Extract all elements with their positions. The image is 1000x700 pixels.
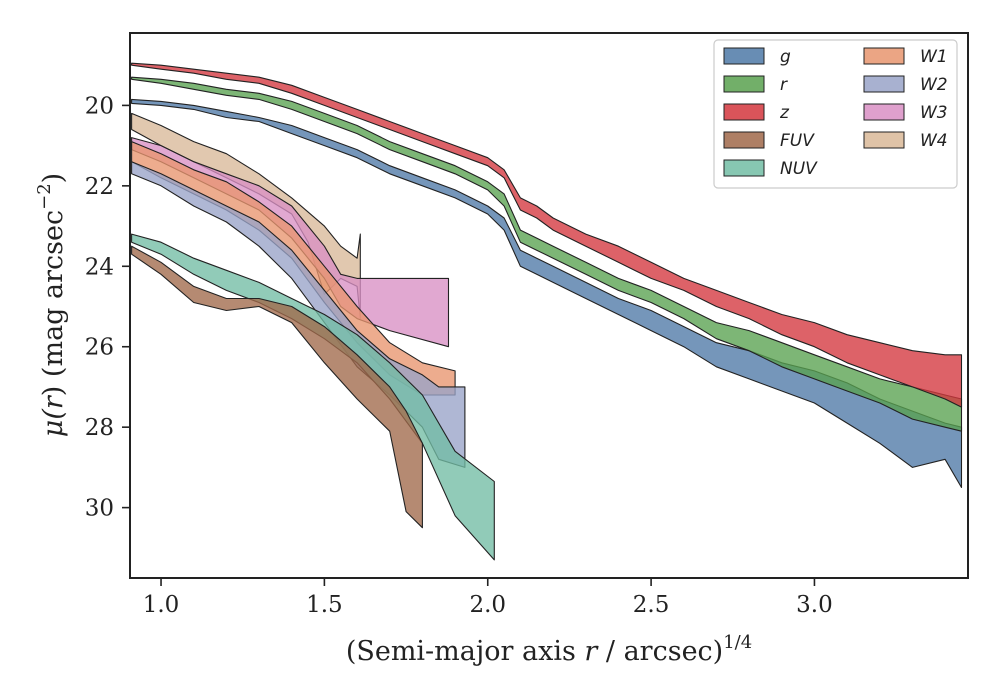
legend-label-fuv: FUV — [780, 131, 815, 151]
x-tick-label: 1.0 — [143, 592, 180, 618]
legend-swatch-w3 — [863, 103, 905, 121]
y-tick-label: 26 — [85, 335, 114, 361]
legend-swatch-r — [723, 75, 765, 93]
x-tick-label: 2.5 — [633, 592, 670, 618]
band-nuv — [131, 233, 495, 561]
band-z — [131, 62, 963, 408]
y-tick-label: 30 — [85, 496, 114, 522]
x-tick-label: 3.0 — [796, 592, 833, 618]
y-tick-label: 20 — [85, 93, 114, 119]
legend: grz FUV NUV W1 W2 W3 W4 — [713, 39, 958, 189]
legend-swatch-w2 — [863, 75, 905, 93]
y-tick-label: 24 — [85, 254, 114, 280]
x-tick-label: 1.5 — [306, 592, 343, 618]
y-tick-label: 22 — [85, 174, 114, 200]
legend-swatch-fuv — [723, 131, 765, 149]
legend-swatch-w4 — [863, 131, 905, 149]
legend-label-w1: W1 — [920, 47, 948, 67]
y-axis-title: μ(r) (mag arcsec−2) — [34, 173, 69, 437]
legend-label-w3: W3 — [920, 103, 948, 123]
legend-swatch-nuv — [723, 159, 765, 177]
x-axis-title: (Semi-major axis r / arcsec)1/4 — [346, 632, 752, 667]
x-axis: 1.0 1.5 2.0 2.5 3.0 — [143, 578, 833, 618]
legend-label-r: r — [780, 75, 788, 95]
band-r — [131, 76, 963, 432]
legend-label-g: g — [780, 47, 791, 67]
band-g — [131, 98, 963, 489]
plot-frame — [129, 32, 969, 579]
legend-swatch-g — [723, 47, 765, 65]
legend-label-nuv: NUV — [780, 159, 818, 179]
y-tick-label: 28 — [85, 415, 114, 441]
legend-label-w4: W4 — [920, 131, 948, 151]
x-tick-label: 2.0 — [469, 592, 506, 618]
band-layer — [131, 62, 963, 561]
legend-label-z: z — [779, 103, 790, 123]
legend-label-w2: W2 — [920, 75, 948, 95]
legend-swatch-z — [723, 103, 765, 121]
legend-swatch-w1 — [863, 47, 905, 65]
band-fuv — [131, 245, 423, 529]
y-axis: 20 22 24 26 28 30 — [85, 93, 130, 522]
